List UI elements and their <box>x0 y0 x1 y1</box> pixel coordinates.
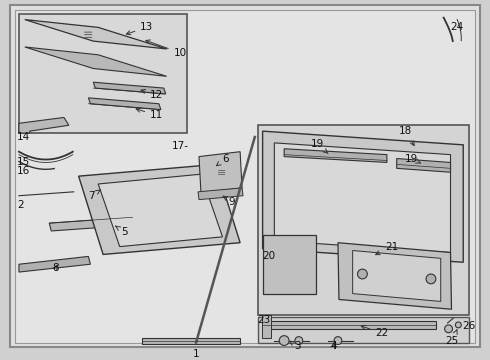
Polygon shape <box>25 47 167 76</box>
Text: 3: 3 <box>290 341 300 351</box>
Text: 19: 19 <box>311 139 328 153</box>
Text: 19: 19 <box>405 153 420 163</box>
Polygon shape <box>88 98 161 109</box>
Text: 8: 8 <box>52 263 59 273</box>
Text: 9: 9 <box>223 196 235 207</box>
Polygon shape <box>338 243 451 309</box>
Polygon shape <box>49 217 134 231</box>
Circle shape <box>295 337 303 345</box>
Polygon shape <box>397 158 450 172</box>
Text: 11: 11 <box>136 108 163 121</box>
Circle shape <box>358 269 368 279</box>
Circle shape <box>279 336 289 346</box>
Text: 25: 25 <box>445 330 459 346</box>
Text: 12: 12 <box>141 89 163 100</box>
Text: 5: 5 <box>116 226 127 237</box>
Text: 16: 16 <box>17 166 30 176</box>
Text: 23: 23 <box>258 315 271 325</box>
Bar <box>263 235 317 294</box>
Polygon shape <box>19 256 90 272</box>
Circle shape <box>334 337 342 345</box>
Polygon shape <box>274 143 450 252</box>
Polygon shape <box>98 174 222 247</box>
Bar <box>258 125 469 315</box>
Text: 17-: 17- <box>172 141 189 151</box>
Text: 1: 1 <box>193 349 200 359</box>
Polygon shape <box>19 117 69 133</box>
Polygon shape <box>263 321 436 329</box>
Text: 22: 22 <box>361 325 389 338</box>
Text: 24: 24 <box>450 22 464 32</box>
Polygon shape <box>263 131 463 262</box>
Text: ≡: ≡ <box>217 168 226 178</box>
Text: 14: 14 <box>17 132 30 142</box>
Text: 13: 13 <box>126 22 153 35</box>
Text: 4: 4 <box>330 341 337 351</box>
Circle shape <box>444 325 452 333</box>
Text: 2: 2 <box>17 200 24 210</box>
Polygon shape <box>93 82 166 94</box>
Text: 7: 7 <box>88 190 100 201</box>
Circle shape <box>455 322 461 328</box>
Text: 18: 18 <box>399 126 414 145</box>
Polygon shape <box>353 251 441 301</box>
Text: 20: 20 <box>263 251 276 261</box>
Text: 10: 10 <box>146 40 187 58</box>
Text: 6: 6 <box>217 153 229 166</box>
Polygon shape <box>142 338 240 345</box>
Bar <box>19 14 187 133</box>
Polygon shape <box>198 188 243 200</box>
Circle shape <box>426 274 436 284</box>
Polygon shape <box>262 315 271 338</box>
Text: 21: 21 <box>376 242 398 255</box>
Text: ≡: ≡ <box>83 29 94 42</box>
Text: 26: 26 <box>462 321 475 331</box>
Polygon shape <box>199 152 242 193</box>
Polygon shape <box>78 165 240 255</box>
Text: 15: 15 <box>17 157 30 167</box>
Bar <box>258 317 469 342</box>
Polygon shape <box>284 149 387 162</box>
Polygon shape <box>25 19 167 49</box>
